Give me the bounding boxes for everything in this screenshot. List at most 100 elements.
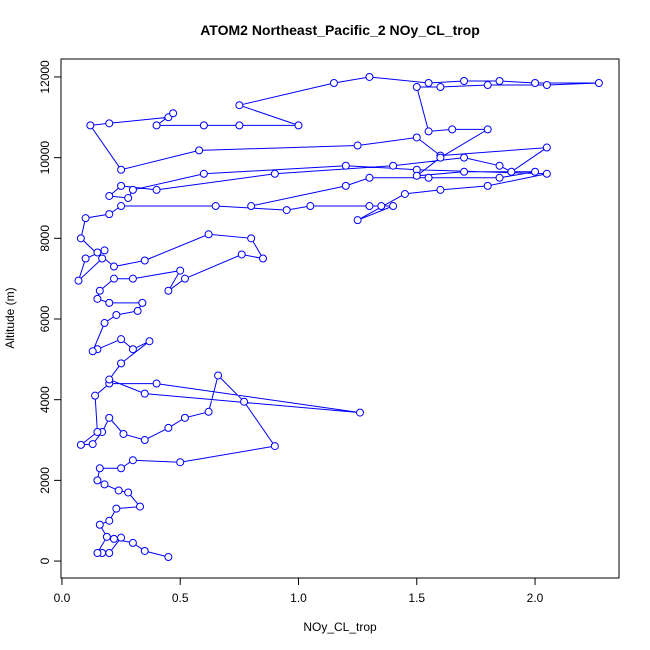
y-tick-label: 2000 (38, 467, 52, 494)
data-point (400, 189, 409, 198)
data-point (105, 413, 114, 422)
series-line (77, 76, 599, 558)
data-point (124, 193, 133, 202)
data-point (136, 502, 145, 511)
data-point (128, 538, 137, 547)
data-point (204, 230, 213, 239)
data-point (100, 480, 109, 489)
data-point (128, 274, 137, 283)
data-point (117, 202, 126, 211)
data-point (133, 306, 142, 315)
data-point (93, 248, 102, 257)
data-point (140, 256, 149, 265)
data-point (365, 202, 374, 211)
y-axis-label: Altitude (m) (3, 287, 17, 348)
data-point (100, 319, 109, 328)
data-point (76, 234, 85, 243)
data-point (105, 516, 114, 525)
data-point (436, 83, 445, 92)
data-point (105, 298, 114, 307)
data-point (460, 167, 469, 176)
data-point (124, 488, 133, 497)
data-point (164, 286, 173, 295)
data-point (93, 427, 102, 436)
data-point (353, 141, 362, 150)
data-point (240, 397, 249, 406)
data-point (460, 76, 469, 85)
data-point (448, 125, 457, 134)
data-point (152, 379, 161, 388)
data-point (495, 173, 504, 182)
data-point (235, 101, 244, 110)
data-point (495, 76, 504, 85)
data-point (542, 143, 551, 152)
data-point (424, 79, 433, 88)
data-point (204, 407, 213, 416)
data-point (117, 359, 126, 368)
y-tick-label: 0 (38, 557, 52, 564)
plot-frame (60, 58, 620, 579)
y-tick-label: 6000 (38, 305, 52, 332)
y-tick-label: 10000 (38, 141, 52, 175)
data-point (138, 298, 147, 307)
data-point (88, 347, 97, 356)
data-point (412, 83, 421, 92)
data-point (140, 546, 149, 555)
data-point (105, 191, 114, 200)
data-point (542, 81, 551, 90)
data-point (341, 161, 350, 170)
data-point (389, 202, 398, 211)
data-point (424, 127, 433, 136)
data-point (531, 167, 540, 176)
data-point (542, 169, 551, 178)
data-point (76, 440, 85, 449)
data-point (483, 81, 492, 90)
data-point (117, 181, 126, 190)
data-point (259, 254, 268, 263)
data-point (199, 169, 208, 178)
data-point (180, 413, 189, 422)
y-tick-label: 8000 (38, 225, 52, 252)
x-tick-label: 0.5 (172, 591, 189, 605)
data-point (128, 456, 137, 465)
data-point (483, 181, 492, 190)
data-point (365, 72, 374, 81)
x-tick-label: 0.0 (54, 591, 71, 605)
data-point (95, 464, 104, 473)
data-point (507, 167, 516, 176)
chart-title: ATOM2 Northeast_Pacific_2 NOy_CL_trop (200, 22, 480, 38)
data-point (109, 274, 118, 283)
data-point (199, 121, 208, 130)
data-point (180, 274, 189, 283)
data-point (140, 436, 149, 445)
data-point (237, 250, 246, 259)
data-point (81, 254, 90, 263)
data-point (270, 169, 279, 178)
data-point (152, 121, 161, 130)
data-point (95, 286, 104, 295)
data-point (270, 442, 279, 451)
data-point (377, 202, 386, 211)
data-point (95, 520, 104, 529)
data-point (176, 266, 185, 275)
data-point (88, 440, 97, 449)
data-point (483, 125, 492, 134)
data-point (112, 504, 121, 513)
data-point (495, 161, 504, 170)
data-point (114, 486, 123, 495)
data-point (412, 133, 421, 142)
data-point (341, 181, 350, 190)
data-point (128, 185, 137, 194)
data-point (436, 153, 445, 162)
data-point (424, 173, 433, 182)
data-point (365, 173, 374, 182)
data-point (100, 246, 109, 255)
data-point (169, 109, 178, 118)
data-point (152, 185, 161, 194)
data-point (355, 408, 364, 417)
data-point (105, 375, 114, 384)
data-point (117, 335, 126, 344)
data-point (91, 391, 100, 400)
data-point (93, 548, 102, 557)
x-tick-label: 1.0 (290, 591, 307, 605)
